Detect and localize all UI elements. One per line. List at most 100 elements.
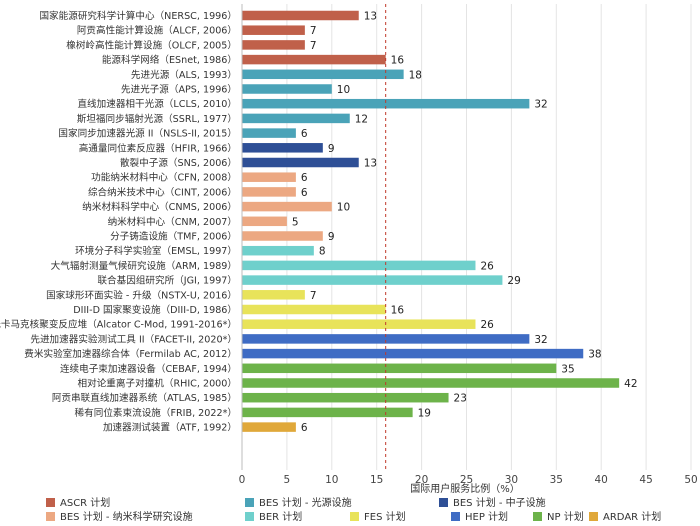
data-label: 38 [588,349,601,361]
bar [242,128,296,138]
category-label: 连续电子束加速器设备（CEBAF, 1994） [60,363,237,375]
category-label: 国家球形环面实验 - 升级（NSTX-U, 2016） [46,289,237,301]
legend-item: ARDAR 计划 [589,510,661,523]
legend-swatch [533,512,542,521]
data-label: 6 [301,422,308,434]
bar [242,10,359,21]
bar [242,422,296,432]
bar [242,113,350,124]
category-label: DIII-D 国家聚变设施（DIII-D, 1986） [73,304,237,316]
bar [242,260,476,271]
data-label: 19 [418,407,431,419]
category-label: 橡树岭高性能计算设施（OLCF, 2005） [66,39,237,51]
category-label: 高通量同位素反应器（HFIR, 1966） [79,142,237,154]
x-tick-label: 20 [415,474,428,486]
legend-item: BES 计划 - 光源设施 [245,496,352,509]
data-label: 7 [310,25,317,37]
legend-label: NP 计划 [547,510,584,523]
legend-label: BES 计划 - 中子设施 [453,496,546,509]
bar [242,378,620,388]
data-label: 7 [310,290,317,302]
category-label: 加速器测试装置（ATF, 1992） [103,422,237,434]
legend-label: ASCR 计划 [60,496,110,509]
bar [242,69,404,80]
legend-label: FES 计划 [364,510,406,523]
legend-item: BES 计划 - 中子设施 [439,496,546,509]
bar [242,392,449,403]
bar [242,319,476,329]
x-tick-label: 10 [325,474,338,486]
legend-label: HEP 计划 [465,510,508,523]
bar [242,348,584,359]
legend-label: BES 计划 - 光源设施 [259,496,352,509]
data-label: 10 [337,202,350,214]
x-axis-title: 国际用户服务比例（%） [410,482,520,495]
data-label: 18 [409,69,422,81]
category-label: 先进光源（ALS, 1993） [131,69,237,81]
category-label: 先进加速器实验测试工具 II（FACET-II, 2020*） [30,333,237,345]
bar [242,231,323,241]
x-tick-label: 25 [460,474,473,486]
bar [242,363,557,374]
legend-label: BES 计划 - 纳米科学研究设施 [60,510,193,523]
x-tick-label: 35 [550,474,563,486]
legend-item: NP 计划 [533,510,584,523]
x-axis: 0 5 10 15 20 25 30 35 40 45 50 [239,4,698,486]
legend: ASCR 计划 BES 计划 - 光源设施 BES 计划 - 中子设施 BES 计划 … [46,496,661,523]
bar [242,245,314,256]
bar [242,290,305,300]
legend-swatch [245,512,254,521]
data-label: 35 [561,363,574,375]
x-tick-label: 30 [505,474,518,486]
x-tick-label: 45 [639,474,652,486]
bar [242,187,296,197]
data-label: 10 [337,84,350,96]
category-label: 能源科学网络（ESnet, 1986） [102,54,237,66]
category-label: 功能纳米材料中心（CFN, 2008） [91,172,237,184]
bar [242,84,332,94]
value-labels-group: 1377161810321269136610598262971626323835… [292,11,638,435]
legend-swatch [589,512,598,521]
legend-item: HEP 计划 [451,510,508,523]
data-label: 29 [507,275,520,287]
legend-label: BER 计划 [259,510,302,523]
category-label: 分子铸造设施（TMF, 2006） [110,231,237,243]
data-label: 5 [292,216,299,228]
category-label: 相对论重离子对撞机（RHIC, 2000） [78,378,237,390]
data-label: 23 [454,393,467,405]
category-label: 托卡马克核聚变反应堆（Alcator C-Mod, 1991-2016*） [0,319,237,331]
bar [242,407,413,418]
bar [242,98,530,109]
data-label: 32 [534,334,547,346]
legend-swatch [46,512,55,521]
bar [242,275,503,285]
bar [242,157,359,168]
legend-swatch [46,498,55,507]
data-label: 32 [534,99,547,111]
x-tick-label: 5 [284,474,291,486]
bar [242,201,332,212]
data-label: 8 [319,246,326,258]
data-label: 6 [301,128,308,140]
category-label: 纳米材料科学中心（CNMS, 2006） [82,201,237,213]
legend-item: FES 计划 [350,510,406,523]
legend-swatch [350,512,359,521]
x-tick-label: 15 [370,474,383,486]
grid-lines [241,4,692,470]
bar [242,143,323,153]
category-label: 阿贡串联直线加速器系统（ATLAS, 1985） [52,392,237,404]
data-label: 6 [301,172,308,184]
bar [242,172,296,182]
legend-swatch [245,498,254,507]
category-label: 费米实验室加速器综合体（Fermilab AC, 2012） [24,348,237,360]
legend-item: ASCR 计划 [46,496,110,509]
category-label: 阿贡高性能计算设施（ALCF, 2006） [77,25,237,37]
legend-label: ARDAR 计划 [603,510,661,523]
category-label: 国家同步加速器光源 II（NSLS-II, 2015） [58,128,237,140]
category-label: 国家能源研究科学计算中心（NERSC, 1996） [39,10,237,22]
category-label: 综合纳米技术中心（CINT, 2006） [88,186,237,198]
category-label: 散裂中子源（SNS, 2006） [120,157,237,169]
category-label: 斯坦福同步辐射光源（SSRL, 1977） [77,113,237,125]
data-label: 16 [391,305,405,317]
